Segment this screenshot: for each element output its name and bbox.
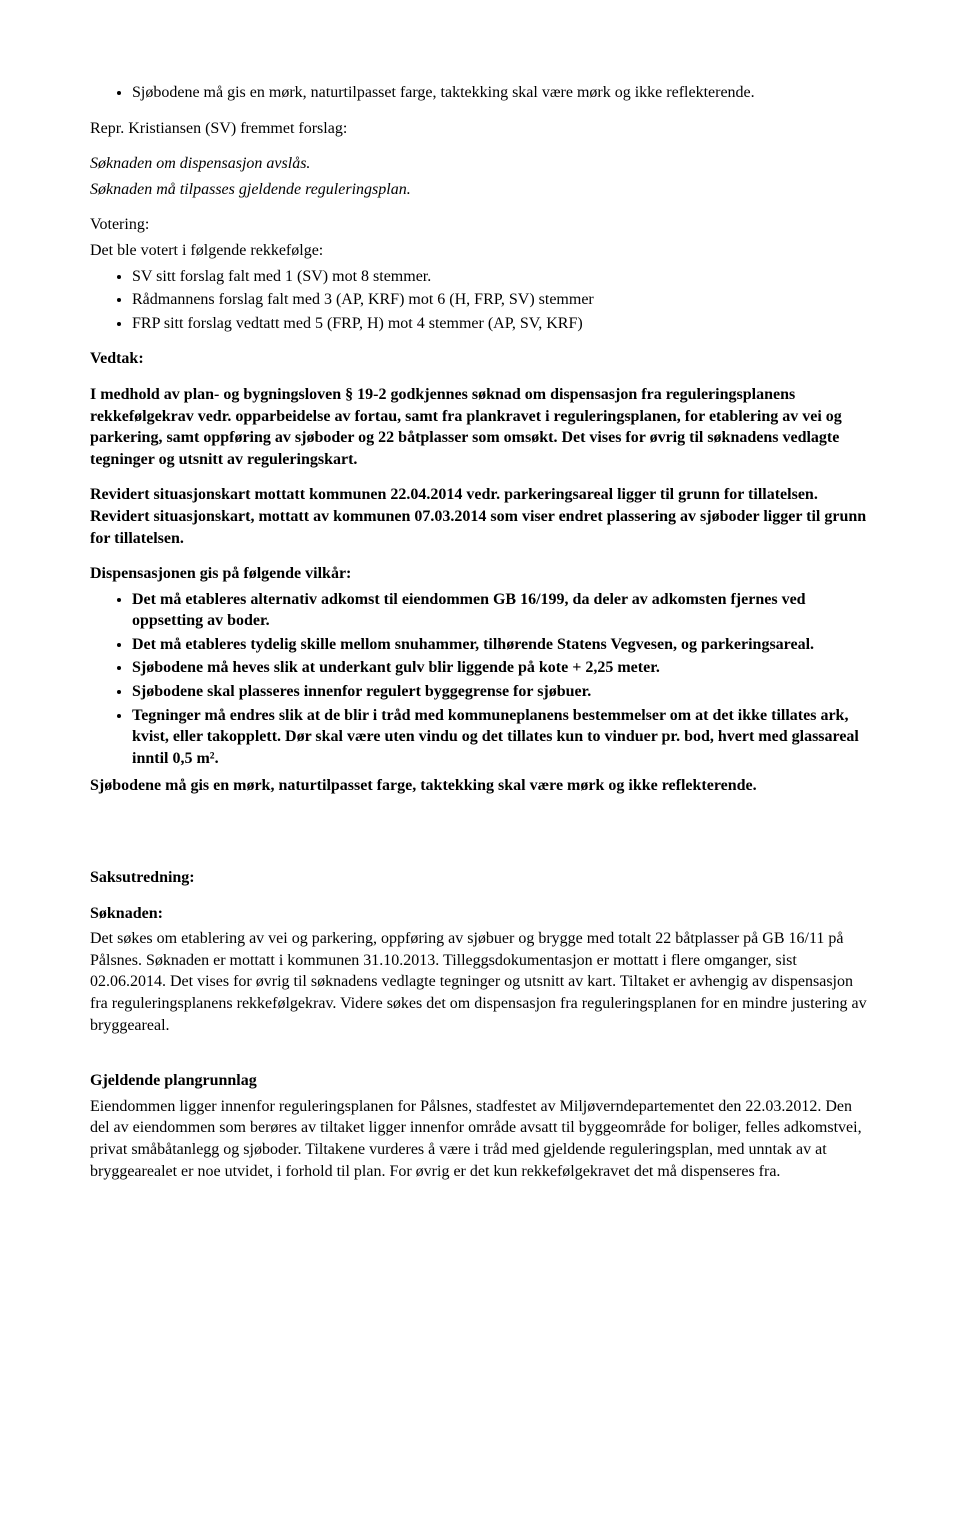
gjeldende-body: Eiendommen ligger innenfor reguleringspl…	[90, 1096, 870, 1182]
disp-label: Dispensasjonen gis på følgende vilkår:	[90, 563, 870, 585]
gjeldende-label: Gjeldende plangrunnlag	[90, 1070, 870, 1092]
vedtak-label: Vedtak:	[90, 348, 870, 370]
votering-item: SV sitt forslag falt med 1 (SV) mot 8 st…	[132, 266, 870, 288]
disp-item: Tegninger må endres slik at de blir i tr…	[132, 705, 870, 770]
saksutredning-label: Saksutredning:	[90, 867, 870, 889]
top-bullet-item: Sjøbodene må gis en mørk, naturtilpasset…	[132, 82, 870, 104]
disp-item: Sjøbodene må heves slik at underkant gul…	[132, 657, 870, 679]
top-bullet-list: Sjøbodene må gis en mørk, naturtilpasset…	[90, 82, 870, 104]
soknaden-body: Det søkes om etablering av vei og parker…	[90, 928, 870, 1036]
votering-list: SV sitt forslag falt med 1 (SV) mot 8 st…	[90, 266, 870, 335]
disp-item: Sjøbodene skal plasseres innenfor regule…	[132, 681, 870, 703]
vedtak-para-2: Revidert situasjonskart mottatt kommunen…	[90, 484, 870, 549]
disp-list: Det må etableres alternativ adkomst til …	[90, 589, 870, 770]
votering-item: Rådmannens forslag falt med 3 (AP, KRF) …	[132, 289, 870, 311]
soknad-italic-2: Søknaden må tilpasses gjeldende reguleri…	[90, 179, 870, 201]
votering-intro: Det ble votert i følgende rekkefølge:	[90, 240, 870, 262]
votering-item: FRP sitt forslag vedtatt med 5 (FRP, H) …	[132, 313, 870, 335]
vedtak-para-1: I medhold av plan- og bygningsloven § 19…	[90, 384, 870, 470]
votering-label: Votering:	[90, 214, 870, 236]
soknad-italic-1: Søknaden om dispensasjon avslås.	[90, 153, 870, 175]
disp-item: Det må etableres tydelig skille mellom s…	[132, 634, 870, 656]
disp-item: Det må etableres alternativ adkomst til …	[132, 589, 870, 632]
soknaden-label: Søknaden:	[90, 903, 870, 925]
repr-line: Repr. Kristiansen (SV) fremmet forslag:	[90, 118, 870, 140]
disp-trailer: Sjøbodene må gis en mørk, naturtilpasset…	[90, 775, 870, 797]
